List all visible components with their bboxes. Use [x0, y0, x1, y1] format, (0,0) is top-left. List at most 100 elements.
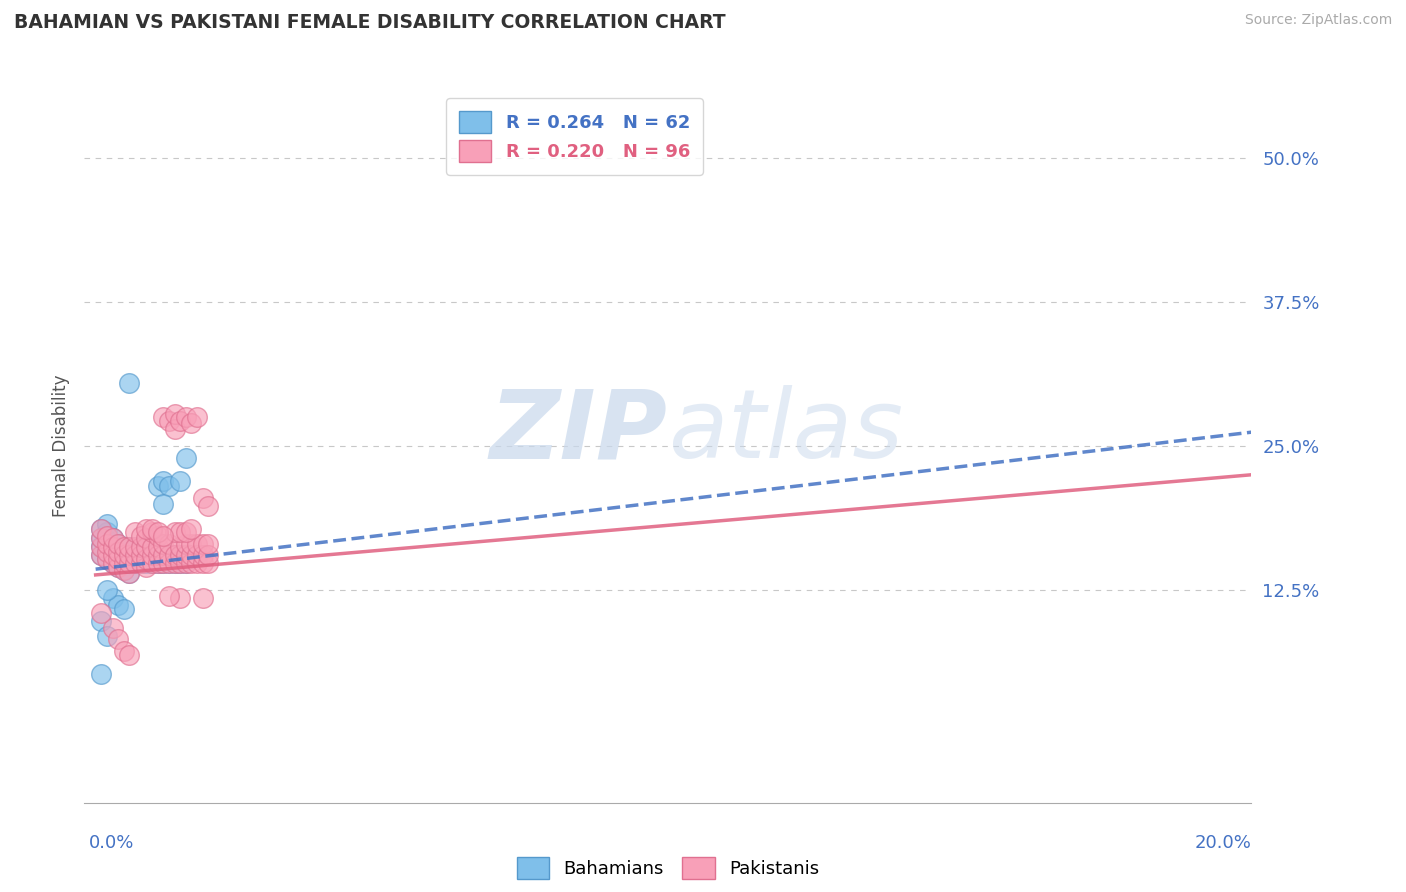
Point: [107, 545, 129, 559]
Point: [191, 549, 214, 563]
Point: [101, 549, 124, 563]
Point: [129, 549, 152, 563]
Point: [112, 541, 135, 555]
Point: [146, 525, 169, 540]
Point: [118, 566, 141, 580]
Point: [107, 537, 129, 551]
Point: [129, 541, 152, 555]
Point: [169, 549, 191, 563]
Point: [169, 591, 191, 605]
Point: [107, 559, 129, 574]
Point: [90, 522, 112, 536]
Point: [135, 551, 157, 566]
Point: [118, 376, 141, 390]
Point: [152, 474, 174, 488]
Point: [112, 549, 135, 563]
Point: [169, 557, 191, 571]
Point: [112, 563, 135, 577]
Text: Source: ZipAtlas.com: Source: ZipAtlas.com: [1244, 13, 1392, 28]
Point: [152, 549, 174, 563]
Point: [146, 557, 169, 571]
Point: [101, 541, 124, 555]
Point: [169, 557, 191, 571]
Point: [169, 414, 191, 428]
Point: [163, 549, 186, 563]
Point: [191, 557, 214, 571]
Point: [124, 541, 146, 555]
Point: [135, 522, 157, 536]
Point: [157, 537, 180, 551]
Point: [157, 589, 180, 603]
Point: [141, 541, 163, 555]
Point: [163, 407, 186, 421]
Point: [141, 549, 163, 563]
Point: [107, 632, 129, 647]
Point: [96, 582, 118, 597]
Point: [124, 549, 146, 563]
Point: [101, 621, 124, 635]
Point: [129, 541, 152, 555]
Point: [180, 549, 202, 563]
Point: [174, 557, 197, 571]
Point: [135, 549, 157, 563]
Point: [186, 557, 208, 571]
Point: [157, 479, 180, 493]
Point: [135, 559, 157, 574]
Point: [197, 537, 219, 551]
Point: [146, 557, 169, 571]
Point: [174, 410, 197, 425]
Point: [163, 549, 186, 563]
Point: [124, 525, 146, 540]
Point: [186, 549, 208, 563]
Point: [146, 479, 169, 493]
Legend: Bahamians, Pakistanis: Bahamians, Pakistanis: [509, 850, 827, 887]
Point: [129, 529, 152, 543]
Point: [197, 549, 219, 563]
Point: [112, 557, 135, 571]
Point: [90, 614, 112, 628]
Text: 20.0%: 20.0%: [1195, 834, 1251, 852]
Point: [96, 533, 118, 548]
Point: [197, 557, 219, 571]
Point: [118, 549, 141, 563]
Point: [169, 525, 191, 540]
Point: [118, 557, 141, 571]
Point: [163, 422, 186, 436]
Point: [90, 539, 112, 553]
Text: atlas: atlas: [668, 385, 903, 478]
Point: [96, 525, 118, 540]
Point: [124, 541, 146, 555]
Point: [124, 549, 146, 563]
Point: [152, 557, 174, 571]
Point: [90, 531, 112, 545]
Point: [163, 557, 186, 571]
Point: [107, 537, 129, 551]
Point: [118, 566, 141, 580]
Point: [107, 551, 129, 566]
Point: [197, 499, 219, 513]
Point: [180, 522, 202, 536]
Point: [118, 557, 141, 571]
Point: [135, 541, 157, 555]
Point: [96, 529, 118, 543]
Point: [129, 557, 152, 571]
Point: [174, 537, 197, 551]
Point: [129, 549, 152, 563]
Point: [141, 522, 163, 536]
Point: [141, 557, 163, 571]
Point: [146, 549, 169, 563]
Point: [96, 551, 118, 566]
Point: [90, 549, 112, 563]
Point: [90, 549, 112, 563]
Point: [124, 557, 146, 571]
Point: [163, 557, 186, 571]
Point: [90, 522, 112, 536]
Point: [169, 474, 191, 488]
Point: [101, 591, 124, 605]
Point: [107, 551, 129, 566]
Point: [96, 542, 118, 557]
Point: [141, 557, 163, 571]
Point: [157, 549, 180, 563]
Point: [90, 666, 112, 681]
Point: [191, 537, 214, 551]
